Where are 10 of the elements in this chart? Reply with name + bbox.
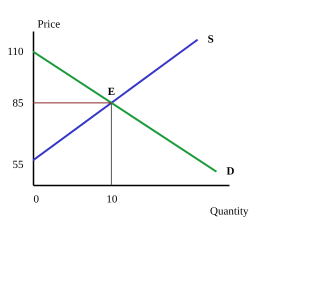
y-tick-label: 110 [7,46,24,58]
y-tick-label: 85 [12,97,24,110]
x-tick-label: 0 [34,194,40,206]
series-label: S [208,34,214,46]
series-label: D [226,166,234,178]
annotation: E [108,86,116,98]
y-axis-title: Price [38,18,60,30]
x-tick-label: 10 [106,194,118,206]
x-axis-title: Quantity [210,206,249,218]
y-tick-label: 55 [12,158,24,171]
